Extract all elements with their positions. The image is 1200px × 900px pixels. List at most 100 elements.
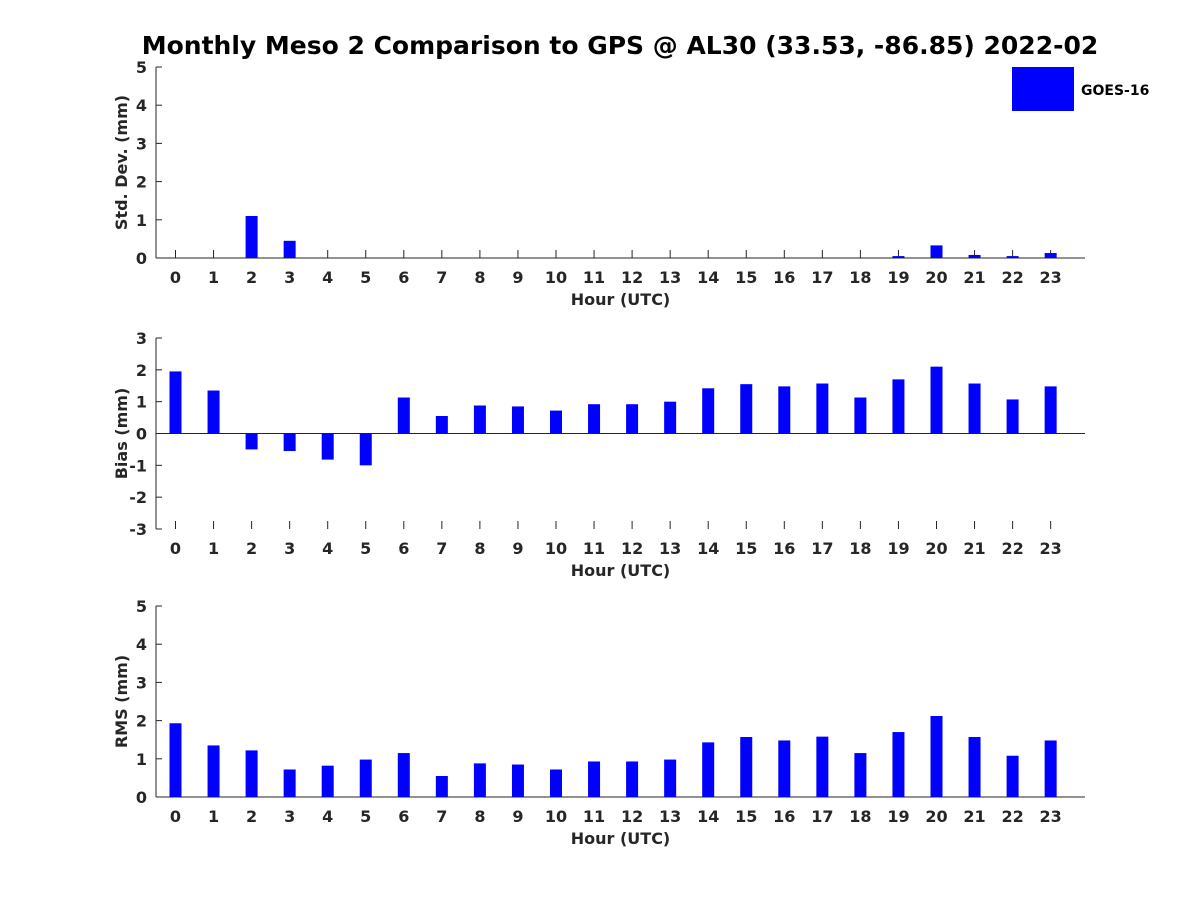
rms-bar xyxy=(397,753,410,797)
std-dev-x-tick-label: 13 xyxy=(659,268,681,287)
rms-x-tick-label: 3 xyxy=(284,807,295,826)
std-dev-x-tick-label: 9 xyxy=(512,268,523,287)
bias-x-tick-label: 1 xyxy=(208,539,219,558)
rms-bar xyxy=(1044,740,1057,797)
rms-bar xyxy=(854,753,867,797)
bias-bar xyxy=(702,388,715,434)
bias-x-tick-label: 2 xyxy=(246,539,257,558)
bias-bar xyxy=(1044,386,1057,434)
std-dev-y-tick-label: 0 xyxy=(136,249,147,268)
rms-x-tick-label: 10 xyxy=(545,807,567,826)
rms-x-tick-label: 6 xyxy=(398,807,409,826)
figure-title: Monthly Meso 2 Comparison to GPS @ AL30 … xyxy=(142,31,1099,60)
rms-bar xyxy=(892,732,905,797)
bias-x-tick-label: 23 xyxy=(1040,539,1062,558)
legend: GOES-16 xyxy=(1012,67,1149,111)
bias-y-axis-label: Bias (mm) xyxy=(112,388,131,480)
std-dev-x-tick-label: 20 xyxy=(925,268,947,287)
bias-bar xyxy=(511,406,524,434)
rms-bar xyxy=(169,723,182,797)
bias-x-tick-label: 20 xyxy=(925,539,947,558)
std-dev-x-tick-label: 1 xyxy=(208,268,219,287)
std-dev-bar xyxy=(1006,256,1019,258)
std-dev-y-tick-label: 4 xyxy=(136,96,147,115)
std-dev-x-tick-label: 8 xyxy=(474,268,485,287)
rms-x-tick-label: 9 xyxy=(512,807,523,826)
std-dev-bar xyxy=(1044,253,1057,258)
bias-y-tick-label: -1 xyxy=(129,456,147,475)
rms-bar xyxy=(702,742,715,797)
rms-x-tick-label: 0 xyxy=(170,807,181,826)
rms-bar xyxy=(359,759,372,797)
bias-bar xyxy=(626,404,639,434)
bias-x-tick-label: 3 xyxy=(284,539,295,558)
bias-bar xyxy=(473,405,486,434)
rms-bar xyxy=(740,737,753,797)
bias-y-tick-label: 0 xyxy=(136,425,147,444)
std-dev-bar xyxy=(968,254,981,258)
bias-y-tick-label: -3 xyxy=(129,520,147,539)
rms-x-tick-label: 12 xyxy=(621,807,643,826)
std-dev-bar xyxy=(283,240,296,258)
bias-bar xyxy=(778,386,791,434)
rms-x-tick-label: 7 xyxy=(436,807,447,826)
bias-bar xyxy=(740,384,753,434)
rms-bar xyxy=(968,737,981,797)
rms-bar xyxy=(664,759,677,797)
bias-y-tick-label: 3 xyxy=(136,329,147,348)
std-dev-x-tick-label: 2 xyxy=(246,268,257,287)
std-dev-bar xyxy=(245,215,258,258)
rms-x-tick-label: 13 xyxy=(659,807,681,826)
std-dev-x-tick-label: 5 xyxy=(360,268,371,287)
rms-x-tick-label: 21 xyxy=(963,807,985,826)
std-dev-x-tick-label: 14 xyxy=(697,268,719,287)
bias-bar xyxy=(588,404,601,434)
bias-x-tick-label: 14 xyxy=(697,539,719,558)
bias-bar xyxy=(664,401,677,434)
bias-bar xyxy=(816,383,829,434)
rms-bar xyxy=(321,765,334,797)
rms-y-tick-label: 2 xyxy=(136,712,147,731)
rms-x-tick-label: 1 xyxy=(208,807,219,826)
std-dev-x-tick-label: 17 xyxy=(811,268,833,287)
std-dev-x-tick-label: 18 xyxy=(849,268,871,287)
std-dev-x-tick-label: 23 xyxy=(1040,268,1062,287)
rms-bar xyxy=(207,745,220,797)
std-dev-x-tick-label: 15 xyxy=(735,268,757,287)
bias-x-tick-label: 21 xyxy=(963,539,985,558)
std-dev-bar xyxy=(930,245,943,258)
rms-x-tick-label: 18 xyxy=(849,807,871,826)
rms-x-tick-label: 23 xyxy=(1040,807,1062,826)
bias-x-tick-label: 0 xyxy=(170,539,181,558)
bias-bar xyxy=(207,390,220,434)
rms-bar xyxy=(816,736,829,797)
rms-x-tick-label: 17 xyxy=(811,807,833,826)
std-dev-y-tick-label: 1 xyxy=(136,211,147,230)
rms-x-tick-label: 8 xyxy=(474,807,485,826)
bias-x-tick-label: 8 xyxy=(474,539,485,558)
bias-x-tick-label: 7 xyxy=(436,539,447,558)
rms-bar xyxy=(588,761,601,797)
rms-bar xyxy=(778,740,791,797)
rms-y-tick-label: 4 xyxy=(136,635,147,654)
rms-x-axis-label: Hour (UTC) xyxy=(571,829,671,848)
bias-bar xyxy=(892,379,905,434)
bias-x-tick-label: 17 xyxy=(811,539,833,558)
bias-bar xyxy=(854,397,867,434)
rms-bar xyxy=(435,775,448,797)
rms-x-tick-label: 16 xyxy=(773,807,795,826)
rms-bar xyxy=(283,769,296,797)
rms-bar xyxy=(626,761,639,797)
legend-swatch-goes-16 xyxy=(1012,67,1074,111)
std-dev-x-tick-label: 6 xyxy=(398,268,409,287)
rms-x-tick-label: 11 xyxy=(583,807,605,826)
rms-x-tick-label: 20 xyxy=(925,807,947,826)
bias-bar xyxy=(245,433,258,450)
std-dev-x-axis-label: Hour (UTC) xyxy=(571,290,671,309)
legend-label-goes-16: GOES-16 xyxy=(1081,83,1149,99)
rms-x-tick-label: 4 xyxy=(322,807,333,826)
rms-bar xyxy=(550,769,562,797)
